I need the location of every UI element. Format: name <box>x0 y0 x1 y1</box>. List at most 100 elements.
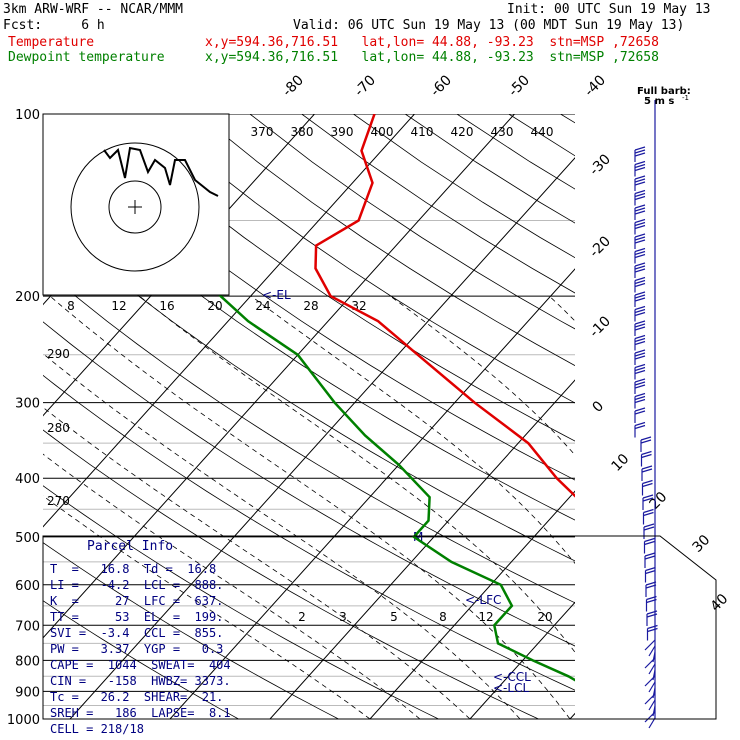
theta-side-label: 290 <box>47 347 70 361</box>
wind-barb-low <box>648 645 656 657</box>
wind-key-label: Full barb: <box>637 86 691 97</box>
wind-barb-flag <box>634 210 646 215</box>
isotherm-label: 0 <box>590 398 608 416</box>
wind-barb-flag <box>634 326 646 331</box>
wind-key-units: 5 m s <box>644 96 674 107</box>
parcel-row: Tc = 26.2 SHEAR= 21. <box>50 690 224 704</box>
forecast-hour: Fcst: 6 h <box>3 18 105 33</box>
pressure-tick-label: 700 <box>15 619 40 634</box>
isotherm-label: -50 <box>506 72 533 99</box>
wind-barb-flag <box>634 195 646 201</box>
wind-barb-flag <box>634 352 646 357</box>
isotherm-label: 10 <box>609 451 633 475</box>
wind-barb-flag <box>642 494 654 499</box>
dry-adiabat <box>43 600 239 719</box>
wind-barb-flag <box>634 398 646 404</box>
mixing-ratio-label: 12 <box>478 610 493 624</box>
wind-barb-flag <box>634 233 646 238</box>
model-title: 3km ARW-WRF -- NCAR/MMM <box>3 2 184 17</box>
theta-side-label: 280 <box>47 421 70 435</box>
isotherm <box>369 490 575 719</box>
dry-adiabat <box>146 114 575 404</box>
isotherm <box>269 379 575 719</box>
wind-barb-flag <box>634 221 646 227</box>
pressure-tick-label: 800 <box>15 654 40 669</box>
wind-barb-flag <box>640 436 652 441</box>
wind-barb-flag <box>641 453 652 459</box>
wind-barb-flag <box>634 250 646 256</box>
isotherm <box>43 114 515 639</box>
dewpoint-location: x,y=594.36,716.51 lat,lon= 44.88, -93.23… <box>205 50 659 65</box>
level-marker: <-CCL <box>493 670 531 684</box>
isotherm-label: -20 <box>587 233 614 260</box>
wind-barb-flag <box>634 276 646 282</box>
parcel-row: SREH = 186 LAPSE= 8.1 <box>50 706 231 720</box>
parcel-row: CELL = 218/18 <box>50 722 144 736</box>
wind-barb-flag <box>634 424 646 430</box>
wind-barb-flag <box>642 497 654 502</box>
wind-barb-flag <box>645 569 656 575</box>
wind-barb-low <box>644 657 656 669</box>
wind-barb-low <box>648 699 656 711</box>
dry-adiabat <box>301 114 575 294</box>
wind-barb-flag <box>643 523 655 528</box>
dry-adiabat <box>43 114 575 481</box>
theta-label: 410 <box>411 125 434 139</box>
wind-barb-flag <box>634 160 646 166</box>
hodograph-trace <box>103 146 219 197</box>
level-marker: M <box>413 530 423 544</box>
wind-barb-low <box>644 639 656 651</box>
moist-adiabat <box>696 296 740 719</box>
wind-barb-flag <box>646 595 657 601</box>
parcel-row: SVI = -3.4 CCL = 855. <box>50 626 224 640</box>
wind-barb-low <box>648 663 656 675</box>
wind-barb-flag <box>634 279 646 285</box>
wind-barb-flag <box>647 624 658 630</box>
isotherm-label: -30 <box>587 151 614 178</box>
wind-barb-flag <box>634 311 646 317</box>
pressure-tick-label: 100 <box>15 108 40 123</box>
wind-barb-flag <box>634 407 646 412</box>
isotherm-label: -70 <box>352 72 379 99</box>
wind-barb-flag <box>634 381 646 386</box>
wind-barb-flag <box>634 410 646 415</box>
parcel-row: T = 16.8 Td = 16.8 <box>50 562 217 576</box>
wind-barb-flag <box>646 610 658 615</box>
upper-scale-label: 16 <box>159 299 174 313</box>
isotherm <box>69 157 575 719</box>
wind-barb-flag <box>634 247 646 253</box>
wind-key-units-exponent: -1 <box>682 94 689 102</box>
wind-barb-flag <box>634 239 646 244</box>
dry-adiabat <box>664 114 740 719</box>
wind-barb-flag <box>634 282 646 288</box>
theta-label: 420 <box>451 125 474 139</box>
parcel-panel-outline <box>42 535 717 720</box>
pressure-tick-label: 300 <box>15 397 40 412</box>
dry-adiabat <box>43 374 575 691</box>
pressure-tick-label: 900 <box>15 685 40 700</box>
parcel-row: TT = 53 EL = 199. <box>50 610 224 624</box>
wind-barb-flag <box>634 337 646 343</box>
wind-barb-flag <box>634 384 646 389</box>
pressure-tick-label: 1000 <box>7 713 40 728</box>
dry-adiabat <box>612 114 740 719</box>
wind-barb-flag <box>634 366 646 372</box>
wind-barb-flag <box>643 511 654 517</box>
level-marker: <-EL <box>262 288 291 302</box>
isotherm-label: -80 <box>280 72 307 99</box>
upper-scale-label: 24 <box>255 299 270 313</box>
pressure-tick-label: 600 <box>15 579 40 594</box>
dry-adiabat <box>43 268 575 604</box>
dry-adiabat <box>43 542 339 719</box>
wind-barb-flag <box>634 305 646 311</box>
wind-barb-flag <box>634 392 646 398</box>
wind-barb-flag <box>634 192 646 198</box>
wind-barb-flag <box>634 181 646 186</box>
wind-barb-low <box>648 681 656 693</box>
wind-barb-flag <box>634 378 646 383</box>
wind-barb-flag <box>640 439 652 444</box>
theta-side-label: 270 <box>47 494 70 508</box>
wind-barb-flag <box>634 178 646 183</box>
wind-barb-low <box>644 675 656 687</box>
